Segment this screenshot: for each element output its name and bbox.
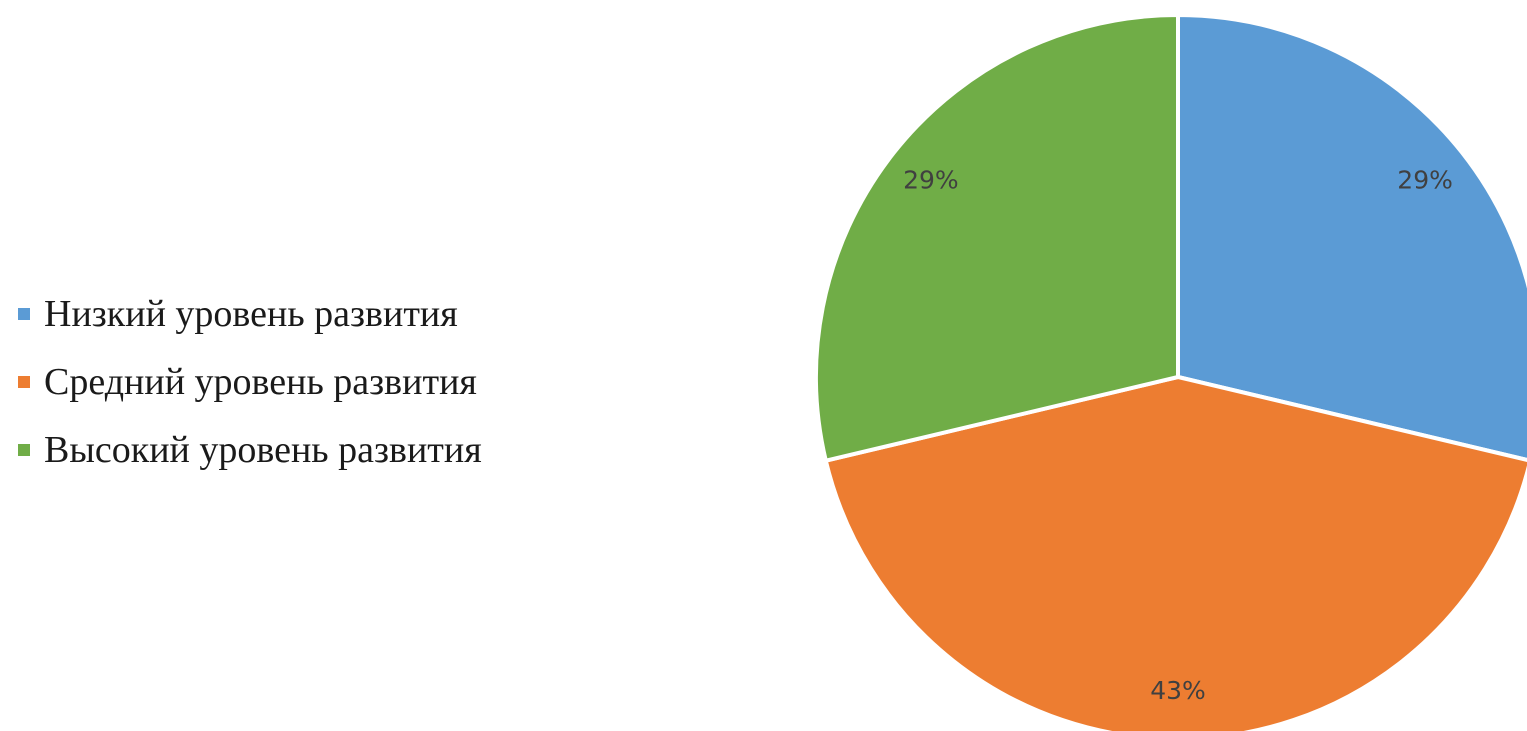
data-label-medium: 43%: [1150, 676, 1206, 705]
legend-swatch-high: [18, 444, 30, 456]
data-label-low: 29%: [1397, 166, 1453, 195]
legend-label-medium: Средний уровень развития: [44, 361, 477, 403]
pie-slice-medium: [823, 375, 1527, 731]
legend-item-low: Низкий уровень развития: [18, 280, 578, 348]
pie-slice-low: [1176, 13, 1527, 462]
legend-swatch-low: [18, 308, 30, 320]
chart-legend: Низкий уровень развития Средний уровень …: [18, 280, 578, 484]
legend-item-medium: Средний уровень развития: [18, 348, 578, 416]
legend-item-high: Высокий уровень развития: [18, 416, 578, 484]
data-label-high: 29%: [903, 166, 959, 195]
legend-swatch-medium: [18, 376, 30, 388]
pie-slice-high: [814, 13, 1180, 463]
legend-label-high: Высокий уровень развития: [44, 429, 482, 471]
legend-label-low: Низкий уровень развития: [44, 293, 458, 335]
